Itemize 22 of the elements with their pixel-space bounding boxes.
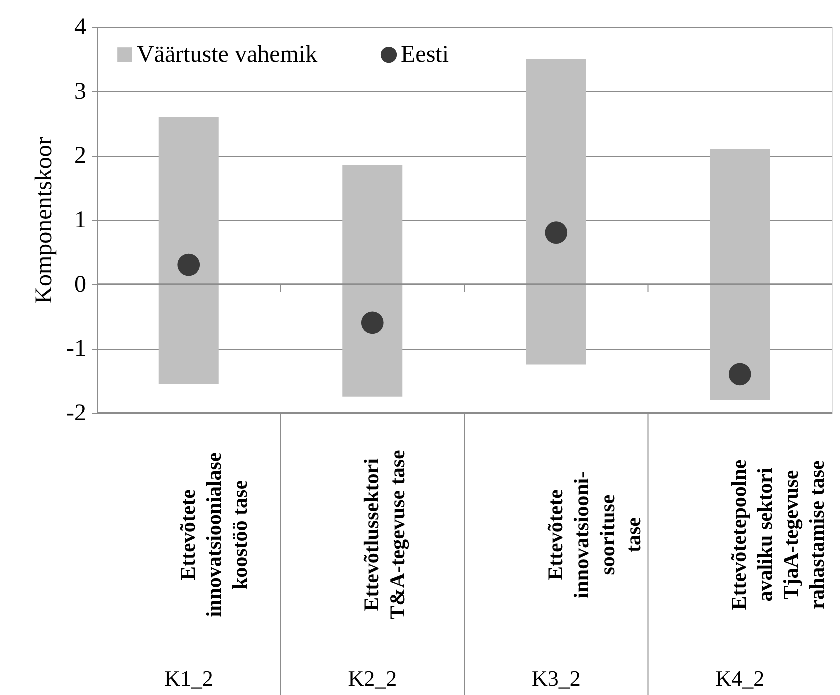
y-axis-title: Komponentskoor [32, 137, 58, 304]
legend-label: Eesti [401, 42, 450, 68]
category-label: Ettevõtete innovatsiooni- soorituse tase K3_2 [532, 471, 646, 691]
point [545, 222, 568, 244]
y-tick-label: 1 [74, 208, 86, 234]
bar [158, 117, 219, 384]
y-tick-label: 0 [74, 272, 86, 298]
bar [526, 59, 586, 365]
y-tick-label: 2 [74, 143, 86, 170]
y-tick-label: 4 [74, 14, 86, 40]
y-tick-label: -1 [66, 336, 86, 362]
y-tick-label: -2 [66, 400, 86, 426]
legend-label: Väärtuste vahemik [137, 42, 318, 68]
category-label: Ettevõtete innovatsioonialase koostöö tase K1_2 [164, 452, 252, 691]
bar [342, 165, 403, 397]
point [361, 312, 384, 334]
bar [710, 149, 770, 400]
category-label: Ettevõtetepoolne avaliku sektori TjaA-tegevuse rahastamise tase K4_2 [716, 460, 830, 691]
y-tick-label: 3 [74, 78, 86, 105]
point [728, 363, 752, 386]
point [178, 254, 200, 276]
category-label: Ettevõtlussektori T&A-tegevuse tase K2_2 [348, 450, 410, 691]
